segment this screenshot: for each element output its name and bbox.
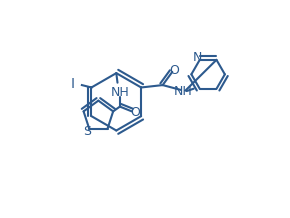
Text: S: S (83, 125, 91, 138)
Text: I: I (70, 77, 74, 91)
Text: O: O (170, 64, 180, 77)
Text: NH: NH (174, 85, 192, 98)
Text: NH: NH (110, 86, 129, 99)
Text: O: O (130, 106, 140, 119)
Text: N: N (193, 51, 202, 64)
